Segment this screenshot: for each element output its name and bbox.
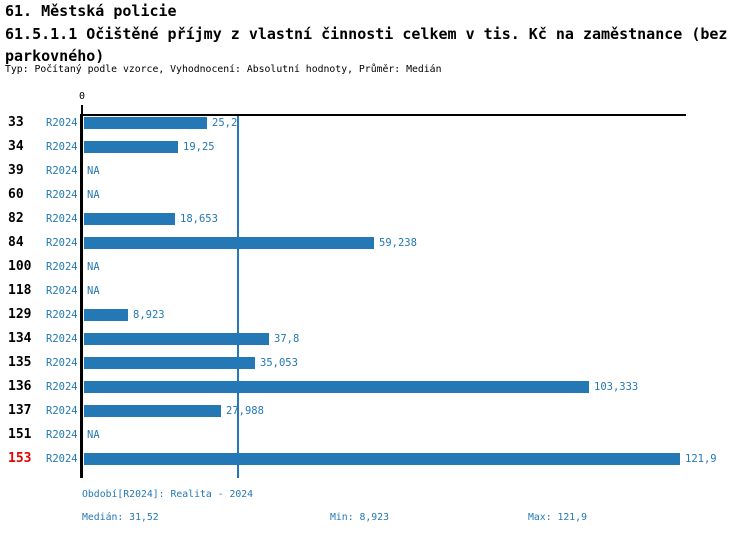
period-label: R2024 <box>46 381 78 393</box>
chart-row: 82 R2024 18,653 <box>0 207 750 231</box>
category-label: 82 <box>8 211 24 226</box>
bar <box>84 309 128 321</box>
na-label: NA <box>87 285 100 297</box>
chart-row: 136 R2024 103,333 <box>0 375 750 399</box>
bar <box>84 333 269 345</box>
x-axis-line <box>80 114 686 116</box>
value-label: 103,333 <box>594 381 639 393</box>
na-label: NA <box>87 189 100 201</box>
period-label: R2024 <box>46 405 78 417</box>
chart-row: 118 R2024 NA <box>0 279 750 303</box>
period-label: R2024 <box>46 333 78 345</box>
category-label: 153 <box>8 451 32 466</box>
period-label: R2024 <box>46 453 78 465</box>
value-label: 121,9 <box>685 453 717 465</box>
chart-row: 153 R2024 121,9 <box>0 447 750 471</box>
period-label: R2024 <box>46 141 78 153</box>
category-label: 134 <box>8 331 32 346</box>
period-label: R2024 <box>46 429 78 441</box>
category-label: 118 <box>8 283 32 298</box>
na-label: NA <box>87 165 100 177</box>
period-label: R2024 <box>46 117 78 129</box>
period-label: R2024 <box>46 189 78 201</box>
chart-row: 84 R2024 59,238 <box>0 231 750 255</box>
period-label: R2024 <box>46 357 78 369</box>
chart-row: 33 R2024 25,2 <box>0 111 750 135</box>
category-label: 137 <box>8 403 32 418</box>
chart-row: 60 R2024 NA <box>0 183 750 207</box>
chart-row: 39 R2024 NA <box>0 159 750 183</box>
chart-row: 134 R2024 37,8 <box>0 327 750 351</box>
category-label: 129 <box>8 307 32 322</box>
bar <box>84 117 207 129</box>
max-stat: Max: 121,9 <box>528 512 587 523</box>
period-label: R2024 <box>46 309 78 321</box>
category-label: 135 <box>8 355 32 370</box>
chart-row: 129 R2024 8,923 <box>0 303 750 327</box>
period-label: R2024 <box>46 261 78 273</box>
period-label: R2024 <box>46 285 78 297</box>
chart-row: 137 R2024 27,988 <box>0 399 750 423</box>
chart-row: 151 R2024 NA <box>0 423 750 447</box>
x-axis-zero-tick <box>81 105 83 114</box>
period-label: R2024 <box>46 165 78 177</box>
category-label: 39 <box>8 163 24 178</box>
chart-row: 34 R2024 19,25 <box>0 135 750 159</box>
y-axis-line <box>80 114 83 478</box>
value-label: 37,8 <box>274 333 300 345</box>
bar <box>84 453 680 465</box>
na-label: NA <box>87 261 100 273</box>
bar <box>84 237 374 249</box>
category-label: 33 <box>8 115 24 130</box>
bar <box>84 405 221 417</box>
chart-row: 135 R2024 35,053 <box>0 351 750 375</box>
x-axis-zero-tick-label: 0 <box>78 91 86 102</box>
period-info: Období[R2024]: Realita - 2024 <box>82 489 254 500</box>
category-label: 136 <box>8 379 32 394</box>
bar <box>84 141 178 153</box>
indicator-title: 61.5.1.1 Očištěné příjmy z vlastní činno… <box>5 25 728 65</box>
category-label: 151 <box>8 427 32 442</box>
value-label: 27,988 <box>226 405 264 417</box>
period-label: R2024 <box>46 213 78 225</box>
min-stat: Min: 8,923 <box>330 512 389 523</box>
period-label: R2024 <box>46 237 78 249</box>
na-label: NA <box>87 429 100 441</box>
category-label: 84 <box>8 235 24 250</box>
bar <box>84 357 255 369</box>
category-label: 100 <box>8 259 32 274</box>
chart-meta-info: Typ: Počítaný podle vzorce, Vyhodnocení:… <box>5 64 442 75</box>
value-label: 18,653 <box>180 213 218 225</box>
value-label: 19,25 <box>183 141 215 153</box>
section-title: 61. Městská policie <box>5 2 177 20</box>
median-line <box>237 116 239 478</box>
bar <box>84 213 175 225</box>
median-stat: Medián: 31,52 <box>82 512 159 523</box>
chart-row: 100 R2024 NA <box>0 255 750 279</box>
value-label: 35,053 <box>260 357 298 369</box>
category-label: 60 <box>8 187 24 202</box>
value-label: 8,923 <box>133 309 165 321</box>
bar <box>84 381 589 393</box>
category-label: 34 <box>8 139 24 154</box>
value-label: 59,238 <box>379 237 417 249</box>
value-label: 25,2 <box>212 117 238 129</box>
